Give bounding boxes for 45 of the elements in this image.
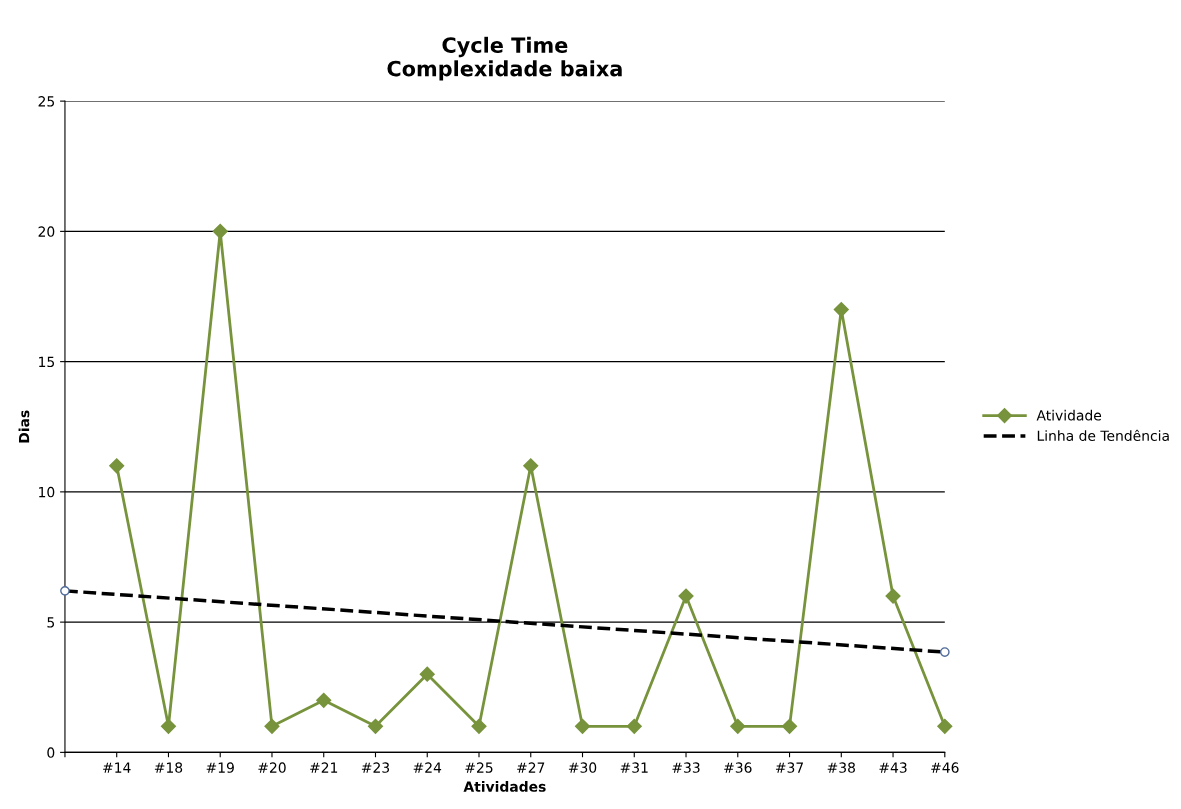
x-tick-label: #18 bbox=[154, 762, 183, 773]
x-tick-label: #43 bbox=[879, 762, 907, 773]
x-tick-label: #38 bbox=[827, 762, 855, 773]
x-tick-label: #25 bbox=[465, 762, 493, 773]
point bbox=[160, 718, 177, 734]
y-tick-label: 0 bbox=[47, 747, 55, 758]
x-tick-label: #37 bbox=[775, 762, 803, 773]
x-axis-title: Atividades bbox=[463, 781, 546, 792]
point bbox=[730, 718, 746, 734]
legend-label: Linha de Tendência bbox=[1037, 429, 1169, 441]
x-tick-label: #19 bbox=[206, 762, 234, 773]
point bbox=[264, 718, 280, 734]
y-tick-label: 25 bbox=[38, 96, 55, 107]
x-tick-label: #27 bbox=[517, 762, 545, 773]
point bbox=[523, 458, 539, 474]
y-tick-label: 15 bbox=[39, 356, 55, 368]
x-tick-label: #33 bbox=[672, 762, 700, 773]
y-tick-label: 20 bbox=[38, 226, 55, 237]
x-tick-label: #14 bbox=[103, 762, 131, 773]
point bbox=[367, 718, 384, 734]
x-tick-label: #21 bbox=[310, 762, 338, 773]
x-tick-label: #30 bbox=[568, 762, 597, 773]
point bbox=[626, 718, 642, 734]
point bbox=[316, 692, 332, 708]
chart-title: Cycle Time Complexidade baixa bbox=[387, 36, 622, 81]
point bbox=[937, 718, 953, 734]
x-tick-label: #23 bbox=[361, 762, 390, 773]
point bbox=[109, 458, 125, 474]
legend-label: Atividade bbox=[1036, 409, 1102, 421]
point bbox=[419, 666, 435, 682]
point bbox=[471, 718, 487, 734]
point bbox=[781, 718, 798, 734]
y-axis-title: Dias bbox=[18, 410, 30, 443]
point bbox=[212, 223, 228, 239]
point bbox=[833, 301, 849, 318]
x-tick-label: #24 bbox=[413, 762, 442, 773]
x-tick-label: #46 bbox=[931, 762, 959, 773]
x-tick-label: #36 bbox=[724, 762, 752, 773]
x-tick-label: #31 bbox=[620, 762, 648, 773]
point bbox=[574, 718, 591, 734]
point bbox=[678, 588, 694, 604]
y-tick-label: 10 bbox=[39, 486, 55, 498]
y-tick-label: 5 bbox=[47, 617, 55, 628]
x-tick-label: #20 bbox=[258, 762, 286, 773]
point bbox=[885, 588, 901, 604]
